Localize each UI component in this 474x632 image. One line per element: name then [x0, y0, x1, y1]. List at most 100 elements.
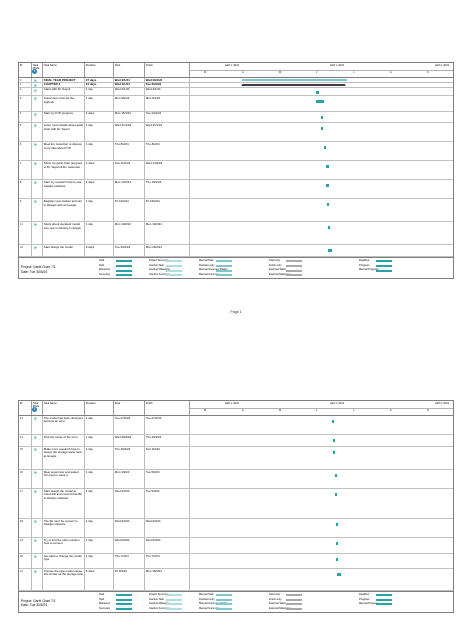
cell-task-name: Try to find the other solution how to co…: [43, 538, 85, 553]
cell-id: 4: [19, 111, 32, 123]
gantt-cell: [190, 96, 453, 111]
cell-mode: [32, 87, 43, 96]
cell-id: 2: [19, 87, 32, 96]
timeline-sub: M: [279, 71, 282, 75]
legend-swatch: [116, 594, 132, 597]
legend-label: Inactive Task: [149, 597, 164, 601]
legend-swatch: [116, 264, 132, 267]
cell-mode: [32, 123, 43, 142]
cell-duration: 2 days: [85, 111, 114, 123]
table-header: ID Task Mode Task Name Duration Start Fi…: [19, 401, 453, 416]
cell-task-name: Start my FYP progress: [43, 111, 85, 123]
legend-label: Inactive Summary: [149, 273, 170, 277]
legend-swatch: [286, 594, 302, 597]
table-row: 18 The file can't be convert to Abaqus so…: [19, 519, 453, 538]
legend-label: Progress: [359, 597, 370, 601]
cell-mode: [32, 470, 43, 488]
project-summary-bar: [242, 78, 347, 81]
task-bar: [332, 420, 334, 423]
cell-finish: Tue 23/1/24: [145, 111, 190, 123]
cell-mode: [32, 199, 43, 222]
cell-id: 13: [19, 416, 32, 434]
legend-item: Finish-only: [269, 598, 302, 603]
cell-id: 5: [19, 123, 32, 142]
task-rows: 0 FINAL YEAR PROJECT 27 days Wed 3/1/24 Wed …: [19, 78, 453, 258]
gantt-cell: [190, 569, 453, 590]
gantt-cell: [190, 470, 453, 488]
legend-swatch: [286, 274, 302, 277]
cell-mode: [32, 538, 43, 553]
header-start: Start: [114, 401, 145, 415]
legend-project: Project: Gantt Chart 7/1: [21, 599, 56, 603]
cell-task-name: FINAL YEAR PROJECT: [43, 78, 85, 82]
legend-label: Inactive Milestone: [149, 602, 170, 606]
legend-swatch: [166, 594, 182, 597]
task-mode-icon: [33, 246, 37, 250]
cell-mode: [32, 111, 43, 123]
timeline-label: Half 1, 2024: [225, 64, 239, 68]
timeline-sub: J: [353, 409, 355, 413]
legend-label: Manual Progress: [359, 602, 379, 606]
task-bar: [324, 146, 326, 150]
gantt-cell: [190, 83, 453, 87]
gantt-legend: Project: Gantt Chart 7/1 Date: Tue 30/5/2…: [19, 591, 453, 612]
cell-duration: 1 day: [85, 554, 114, 568]
legend-swatch: [376, 603, 392, 606]
cell-duration: 1 day: [85, 87, 114, 96]
task-bar: [321, 127, 323, 131]
table-row: 1 CHAPTER 4 24 days Wed 3/1/24 Tue 30/4/24: [19, 82, 453, 88]
cell-id: 19: [19, 538, 32, 553]
legend-item: Split: [99, 598, 132, 603]
task-mode-icon: [33, 181, 37, 185]
cell-finish: Thu 8/2/24: [145, 142, 190, 161]
legend-swatch: [116, 607, 132, 610]
task-mode-icon: [33, 88, 37, 93]
table-row: 6 Meet En. Hasnizan to discuss more idea …: [19, 142, 453, 162]
gantt-cell: [190, 199, 453, 221]
page-number: Page 1: [230, 310, 242, 314]
table-row: 21 Choose the pipe model cause this simil…: [19, 569, 453, 591]
legend-swatch: [216, 274, 232, 277]
task-bar: [321, 115, 323, 119]
cell-duration: 1 day: [85, 96, 114, 111]
cell-id: 1: [19, 82, 32, 87]
cell-start: Thu 8/2/24: [114, 142, 145, 161]
cell-duration: 27 days: [85, 78, 114, 82]
timeline-sub: A: [242, 71, 244, 75]
header-name: Task Name: [43, 63, 85, 77]
legend-item: Progress: [359, 264, 392, 269]
timeline-sub: S: [427, 409, 429, 413]
legend-item: Start-only: [269, 259, 302, 264]
timeline-major: Half 1, 2024 Half 1, 2024 Half 2, 2024: [190, 63, 453, 71]
legend-column: Task Split Milestone Summary: [99, 593, 132, 611]
legend-label: Start-only: [269, 593, 281, 596]
cell-duration: 1 day: [85, 142, 114, 161]
legend-column: Manual Task Duration-only Manual Summary R…: [199, 593, 232, 611]
gantt-cell: [190, 142, 453, 160]
legend-swatch: [116, 603, 132, 606]
timeline-label: Half 2, 2024: [435, 64, 449, 68]
legend-item: Finish-only: [269, 264, 302, 269]
cell-mode: [32, 569, 43, 590]
cell-id: 15: [19, 447, 32, 469]
legend-label: Project Summary: [149, 259, 169, 263]
gantt-page-1: ID Task Mode Task Name Duration Start Fi…: [18, 62, 454, 314]
cell-mode: [32, 96, 43, 111]
legend-swatch: [116, 598, 132, 601]
table-row: 7 Show my gantt chart progress to Dr. Say…: [19, 161, 453, 181]
task-bar: [335, 493, 337, 496]
legend-item: Task: [99, 593, 132, 598]
cell-mode: [32, 222, 43, 245]
cell-task-name: Show my gantt chart progress to Dr. Sayu…: [43, 161, 85, 180]
legend-swatch: [286, 264, 302, 267]
legend-item: Progress: [359, 597, 392, 603]
cell-start: Tue 27/2/24: [114, 416, 145, 434]
task-mode-icon: [33, 223, 37, 227]
task-mode-icon: [33, 112, 37, 117]
header-mode-label: Task Mode: [32, 402, 40, 408]
legend-label: External Milestone: [269, 606, 291, 610]
task-mode-icon: [33, 416, 37, 421]
cell-start: Mon 19/2/24: [114, 222, 145, 245]
timeline-sub: J: [316, 409, 318, 413]
legend-label: Milestone: [99, 268, 111, 272]
